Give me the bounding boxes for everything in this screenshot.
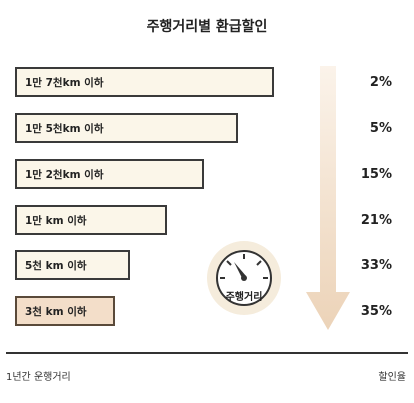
footer-discount-label: 할인율 (378, 372, 406, 383)
row-discount-10000: 21% (360, 213, 392, 228)
row-bar-10000: 1만 km 이하 (15, 205, 167, 235)
down-arrow-icon (306, 66, 350, 330)
row-bar-5000: 5천 km 이하 (15, 250, 130, 280)
row-bar-17000: 1만 7천km 이하 (15, 67, 274, 97)
row-bar-3000: 3천 km 이하 (15, 296, 115, 326)
row-discount-17000: 2% (369, 75, 392, 90)
gauge-label: 주행거리 (225, 292, 263, 303)
row-discount-3000: 35% (360, 304, 392, 319)
chart-title: 주행거리별 환급할인 (146, 19, 268, 35)
odometer-gauge-icon (207, 241, 281, 315)
row-discount-5000: 33% (360, 258, 392, 273)
row-bar-12000: 1만 2천km 이하 (15, 159, 204, 189)
divider (6, 352, 408, 354)
footer-distance-label: 1년간 운행거리 (6, 372, 71, 383)
row-discount-12000: 15% (360, 167, 392, 182)
row-discount-15000: 5% (369, 121, 392, 136)
row-bar-15000: 1만 5천km 이하 (15, 113, 238, 143)
